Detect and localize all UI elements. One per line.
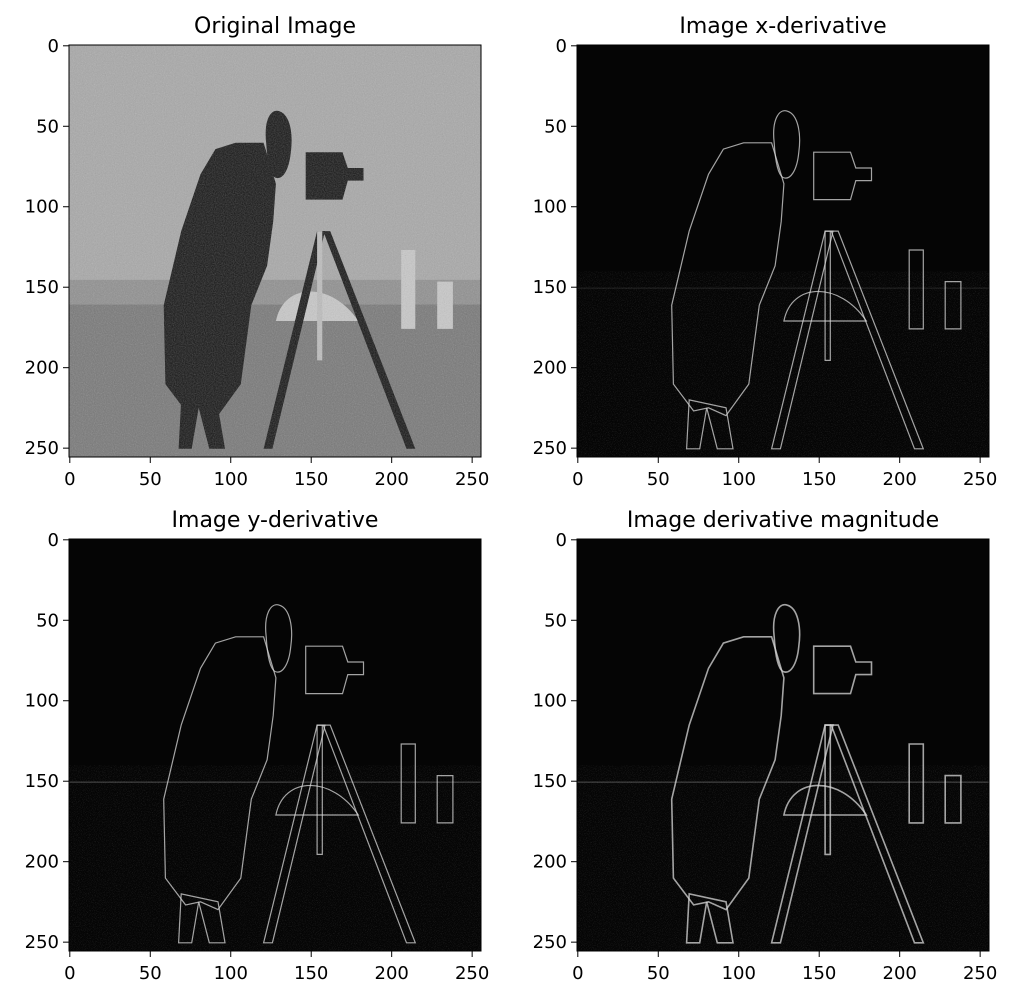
x-tick-label: 0 [572,963,583,984]
x-tick-label: 0 [64,963,75,984]
x-tick-label: 200 [883,469,917,490]
x-tick-label: 100 [722,469,756,490]
y-tick-label: 150 [533,771,567,792]
y-tick-label: 0 [48,36,59,57]
y-tick-label: 150 [25,771,59,792]
x-tick-label: 100 [214,963,248,984]
y-tick-label: 100 [533,691,567,712]
x-tick-label: 150 [802,963,836,984]
xderiv-image [577,45,989,457]
x-tick-label: 50 [647,963,670,984]
y-tick-label: 50 [544,116,567,137]
y-tick-label: 0 [556,530,567,551]
panel-title: Original Image [194,14,356,39]
x-tick-label: 250 [455,963,489,984]
x-tick-label: 250 [963,963,997,984]
x-tick-label: 100 [722,963,756,984]
y-tick-label: 100 [25,691,59,712]
y-tick-label: 200 [533,358,567,379]
x-tick-label: 150 [294,469,328,490]
y-tick-label: 150 [25,277,59,298]
x-tick-label: 50 [647,469,670,490]
y-tick-label: 250 [25,438,59,459]
y-tick-label: 150 [533,277,567,298]
original-image [69,45,481,457]
y-tick-label: 0 [556,36,567,57]
x-tick-label: 250 [455,469,489,490]
y-tick-label: 50 [36,116,59,137]
x-tick-label: 200 [883,963,917,984]
y-tick-label: 250 [533,438,567,459]
y-tick-label: 50 [544,610,567,631]
x-tick-label: 50 [139,963,162,984]
y-tick-label: 50 [36,610,59,631]
panel-title: Image y-derivative [172,508,379,533]
panel-title: Image derivative magnitude [627,508,939,533]
y-tick-label: 200 [25,358,59,379]
axes-frame [576,538,990,952]
y-tick-label: 250 [25,932,59,953]
y-tick-label: 200 [533,852,567,873]
y-tick-label: 250 [533,932,567,953]
panel-title: Image x-derivative [679,14,886,39]
axes-frame [576,44,990,458]
y-tick-label: 0 [48,530,59,551]
x-tick-label: 0 [64,469,75,490]
x-tick-label: 0 [572,469,583,490]
axes-frame [68,44,482,458]
x-tick-label: 200 [375,963,409,984]
x-tick-label: 100 [214,469,248,490]
yderiv-image [69,539,481,951]
x-tick-label: 250 [963,469,997,490]
y-tick-label: 200 [25,852,59,873]
magnitude-image [577,539,989,951]
axes-frame [68,538,482,952]
x-tick-label: 200 [375,469,409,490]
x-tick-label: 50 [139,469,162,490]
x-tick-label: 150 [802,469,836,490]
y-tick-label: 100 [25,197,59,218]
y-tick-label: 100 [533,197,567,218]
panel-magnitude: Image derivative magnitude 0 50 100 150 200 25… [533,508,998,984]
x-tick-label: 150 [294,963,328,984]
